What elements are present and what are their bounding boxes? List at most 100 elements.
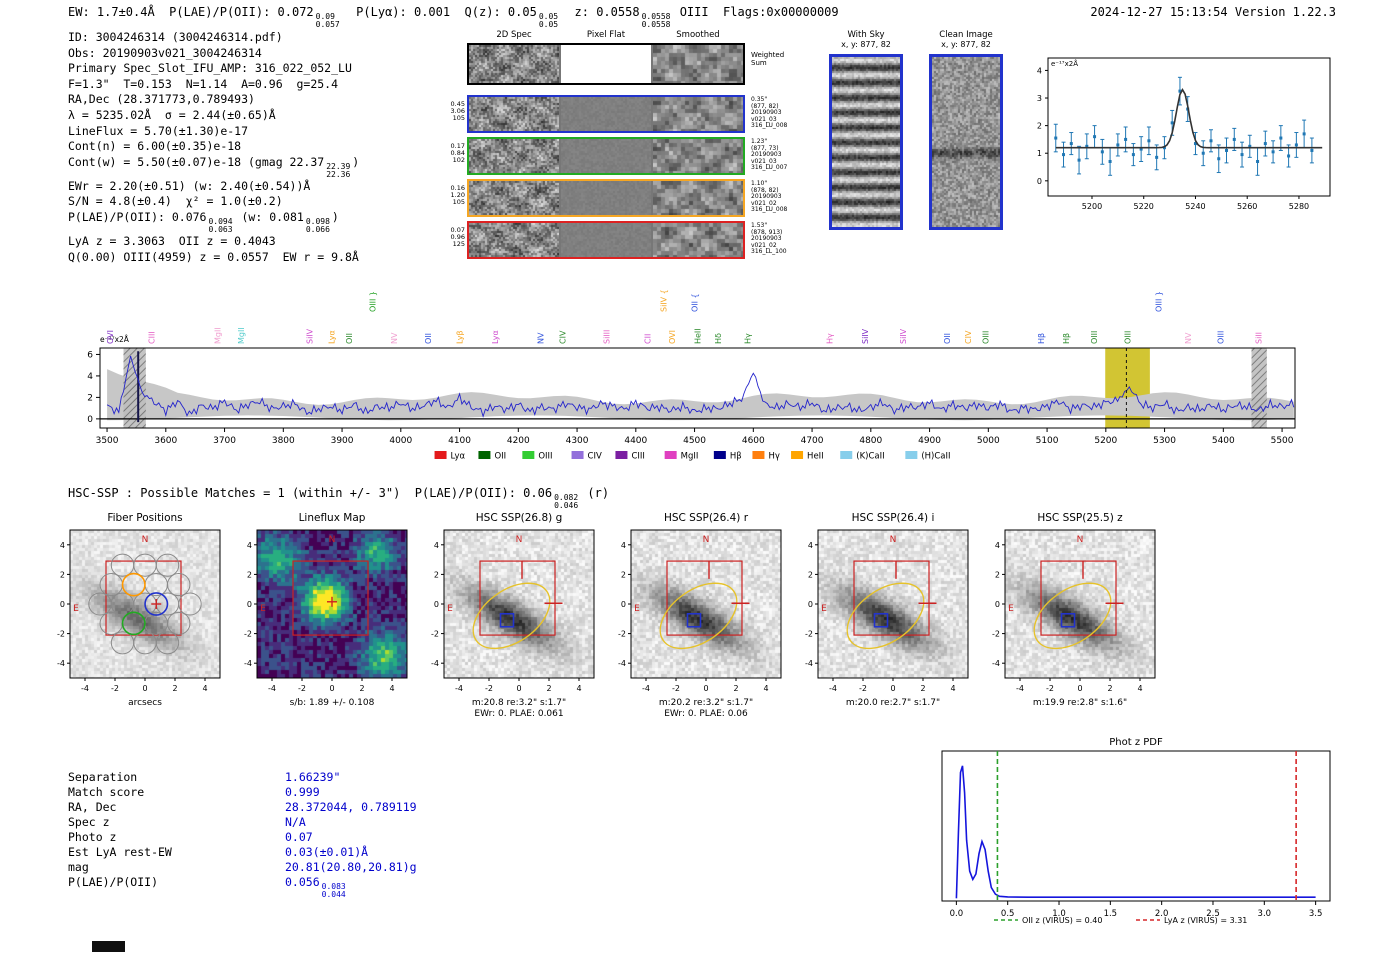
svg-text:OIII: OIII [1124, 331, 1133, 344]
cutout-image [444, 530, 594, 678]
stacked-uncertainty: 0.082 0.046 [554, 493, 579, 510]
svg-text:2: 2 [60, 570, 65, 579]
svg-text:SiIV: SiIV [861, 328, 870, 344]
spec2d-row-0 [467, 43, 745, 85]
cutout-caption: m:20.0 re:2.7" s:1.7" [845, 698, 941, 708]
svg-text:4: 4 [763, 684, 768, 693]
svg-text:NV: NV [537, 332, 546, 344]
info-line-11: P(LAE)/P(OII): 0.076 0.094 0.063 (w: 0.081… [68, 209, 339, 234]
svg-text:5240: 5240 [1185, 202, 1205, 211]
spec2d-col-title-smoothed: Smoothed [676, 30, 720, 40]
match-label: P(LAE)/P(OII) [68, 875, 159, 889]
svg-text:-4: -4 [455, 684, 463, 693]
cutout-plot: -4 -4 -2 -2 0 0 2 2 4 4 N E [618, 529, 782, 693]
spec2d-image [653, 223, 743, 257]
match-row-6: mag 20.81(20.80,20.81)g [68, 860, 417, 875]
svg-text:OIII: OIII [981, 331, 990, 344]
svg-text:4: 4 [434, 541, 439, 550]
stacked-uncertainty: 0.083 0.044 [321, 882, 346, 899]
svg-text:OVI: OVI [106, 330, 115, 344]
full-spectrum-plot: 3500 3600 3700 3800 3900 4000 4100 4200 4300 4400… [87, 289, 1296, 462]
match-value: 20.81(20.80,20.81)g [285, 860, 417, 874]
spec2d-row-info: 1.10" (878, 82) 20190903 v021_02 316_LU_008 [751, 180, 788, 214]
cutout-plot: -4 -4 -2 -2 0 0 2 2 4 4 N E [992, 529, 1156, 693]
svg-text:-4: -4 [642, 684, 650, 693]
spec2d-image [561, 139, 651, 173]
svg-text:4: 4 [576, 684, 581, 693]
info-line-9: EWr = 2.20(±0.51) (w: 2.40(±0.54))Å [68, 178, 311, 193]
svg-text:-4: -4 [57, 659, 65, 668]
svg-text:2: 2 [87, 393, 93, 403]
cutout-title: HSC SSP(26.8) g [475, 512, 563, 524]
svg-text:-2: -2 [298, 684, 306, 693]
svg-text:0: 0 [142, 684, 147, 693]
spec2d-image [561, 181, 651, 215]
svg-text:5200: 5200 [1094, 436, 1117, 446]
cutout-title: HSC SSP(26.4) r [663, 512, 749, 524]
info-line-13: Q(0.00) OIII(4959) z = 0.0557 EW r = 9.8… [68, 249, 359, 264]
spec2d-row-weights: 0.17 0.84 102 [450, 142, 465, 165]
match-row-7: P(LAE)/P(OII) 0.056 0.083 0.044 [68, 875, 417, 899]
svg-text:3500: 3500 [96, 436, 119, 446]
cutout-title: Fiber Positions [107, 512, 183, 524]
svg-text:4600: 4600 [742, 436, 765, 446]
svg-text:-2: -2 [57, 630, 65, 639]
svg-text:-4: -4 [268, 684, 276, 693]
match-value: 0.07 [285, 830, 313, 844]
svg-text:2: 2 [172, 684, 177, 693]
spec2d-col-title-pixelflat: Pixel Flat [586, 30, 626, 40]
svg-text:4: 4 [1137, 684, 1142, 693]
cutout-caption: m:20.8 re:3.2" s:1.7" [471, 698, 567, 708]
cutout-plot: -4 -4 -2 -2 0 0 2 2 4 4 N E [805, 529, 969, 693]
svg-text:OVI: OVI [668, 330, 677, 344]
svg-text:OII: OII [424, 333, 433, 344]
cutout-image [1005, 530, 1155, 678]
clean-image-title: Clean Image [939, 30, 993, 40]
header-summary: EW: 1.7±0.4Å P(LAE)/P(OII): 0.072 0.09 0.0… [68, 5, 839, 29]
cutout-plot: -4 -4 -2 -2 0 0 2 2 4 4 N E [244, 529, 408, 693]
svg-text:2: 2 [995, 570, 1000, 579]
cutout-title: HSC SSP(26.4) i [851, 512, 935, 524]
spec2d-row-2 [467, 137, 745, 175]
cutout-caption: m:20.2 re:3.2" s:1.7" [658, 698, 754, 708]
clean-image-panel: Clean Image x, y: 877, 82 [926, 30, 1006, 233]
info-line-2: Primary Spec_Slot_IFU_AMP: 316_022_052_L… [68, 61, 352, 76]
timestamp-version: 2024-12-27 15:13:54 Version 1.22.3 [1090, 5, 1336, 19]
spec2d-image [653, 139, 743, 173]
svg-text:-4: -4 [992, 659, 1000, 668]
cutout-title: HSC SSP(25.5) z [1037, 512, 1123, 524]
svg-text:OIII: OIII [1216, 331, 1225, 344]
cutout-plot: -4 -4 -2 -2 0 0 2 2 4 4 N E [431, 529, 595, 693]
spec2d-image [653, 97, 743, 131]
svg-text:5100: 5100 [1036, 436, 1059, 446]
spec2d-image [469, 97, 559, 131]
match-value: 0.999 [285, 785, 320, 799]
svg-text:-4: -4 [805, 659, 813, 668]
with-sky-panel: With Sky x, y: 877, 82 [826, 30, 906, 233]
svg-text:-4: -4 [1016, 684, 1024, 693]
svg-text:1.5: 1.5 [1104, 909, 1118, 919]
svg-text:MgII: MgII [237, 327, 246, 344]
hsc-match-summary: HSC-SSP : Possible Matches = 1 (within +… [68, 486, 610, 510]
svg-text:Hδ: Hδ [714, 333, 723, 344]
svg-text:5200: 5200 [1082, 202, 1102, 211]
svg-text:0: 0 [329, 684, 334, 693]
spec2d-image [469, 223, 559, 257]
info-line-1: Obs: 20190903v021_3004246314 [68, 45, 262, 60]
svg-text:0: 0 [60, 600, 65, 609]
info-line-4: RA,Dec (28.371773,0.789493) [68, 92, 255, 107]
svg-text:5220: 5220 [1134, 202, 1154, 211]
svg-text:4: 4 [995, 541, 1000, 550]
svg-text:2: 2 [1107, 684, 1112, 693]
svg-text:2: 2 [434, 570, 439, 579]
svg-text:0.5: 0.5 [1001, 909, 1015, 919]
info-line-7: Cont(n) = 6.00(±0.35)e-18 [68, 139, 242, 154]
svg-text:4: 4 [808, 541, 813, 550]
stacked-uncertainty: 0.05 0.05 [538, 12, 559, 29]
svg-text:OII z (VIRUS) = 0.40: OII z (VIRUS) = 0.40 [1022, 916, 1102, 925]
match-row-1: Match score 0.999 [68, 785, 417, 800]
detection-info-block: ID: 3004246314 (3004246314.pdf) Obs: 2019… [68, 30, 359, 265]
svg-text:2: 2 [621, 570, 626, 579]
